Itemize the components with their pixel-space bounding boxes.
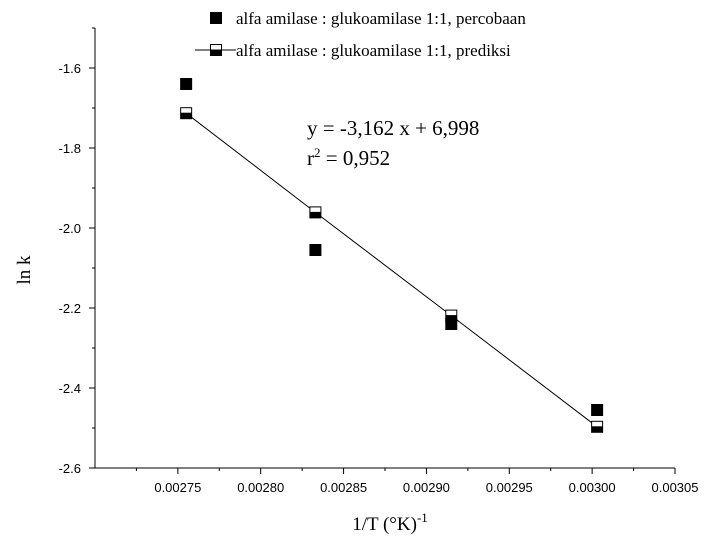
prediksi-point bbox=[309, 206, 322, 219]
prediksi-point bbox=[445, 309, 458, 322]
percobaan-point bbox=[591, 404, 604, 416]
regression-equation: y = -3,162 x + 6,998 bbox=[307, 116, 479, 140]
y-ticks: -1.6 -1.8 -2.0 -2.2 -2.4 -2.6 bbox=[59, 27, 95, 476]
legend-marker-prediksi bbox=[210, 44, 222, 56]
legend: alfa amilase : glukoamilase 1:1, percoba… bbox=[195, 9, 526, 60]
x-tick-label: 0.00295 bbox=[486, 480, 533, 495]
prediksi-point bbox=[180, 107, 193, 120]
legend-label-percobaan: alfa amilase : glukoamilase 1:1, percoba… bbox=[236, 9, 526, 28]
fit-line bbox=[185, 112, 598, 428]
percobaan-point bbox=[180, 78, 193, 90]
x-tick-label: 0.00290 bbox=[403, 480, 450, 495]
percobaan-point bbox=[309, 244, 322, 256]
x-axis-title: 1/T (°K)-1 bbox=[352, 510, 428, 535]
y-tick-label: -1.6 bbox=[59, 61, 81, 76]
y-tick-label: -1.8 bbox=[59, 141, 81, 156]
r-squared: r2 = 0,952 bbox=[307, 145, 390, 170]
y-axis-title: ln k bbox=[14, 255, 35, 285]
prediksi-line bbox=[185, 112, 598, 428]
data-points bbox=[180, 78, 604, 433]
x-tick-label: 0.00280 bbox=[237, 480, 284, 495]
x-tick-label: 0.00275 bbox=[154, 480, 201, 495]
x-tick-label: 0.00285 bbox=[320, 480, 367, 495]
y-tick-label: -2.0 bbox=[59, 221, 81, 236]
legend-label-prediksi: alfa amilase : glukoamilase 1:1, prediks… bbox=[236, 41, 511, 60]
y-tick-label: -2.4 bbox=[59, 381, 81, 396]
y-tick-label: -2.2 bbox=[59, 301, 81, 316]
legend-marker-percobaan bbox=[210, 12, 222, 24]
x-tick-label: 0.00300 bbox=[569, 480, 616, 495]
x-ticks: 0.00275 0.00280 0.00285 0.00290 0.00295 0.003… bbox=[135, 468, 699, 495]
y-tick-label: -2.6 bbox=[59, 461, 81, 476]
prediksi-point bbox=[591, 420, 604, 433]
x-tick-label: 0.00305 bbox=[652, 480, 699, 495]
